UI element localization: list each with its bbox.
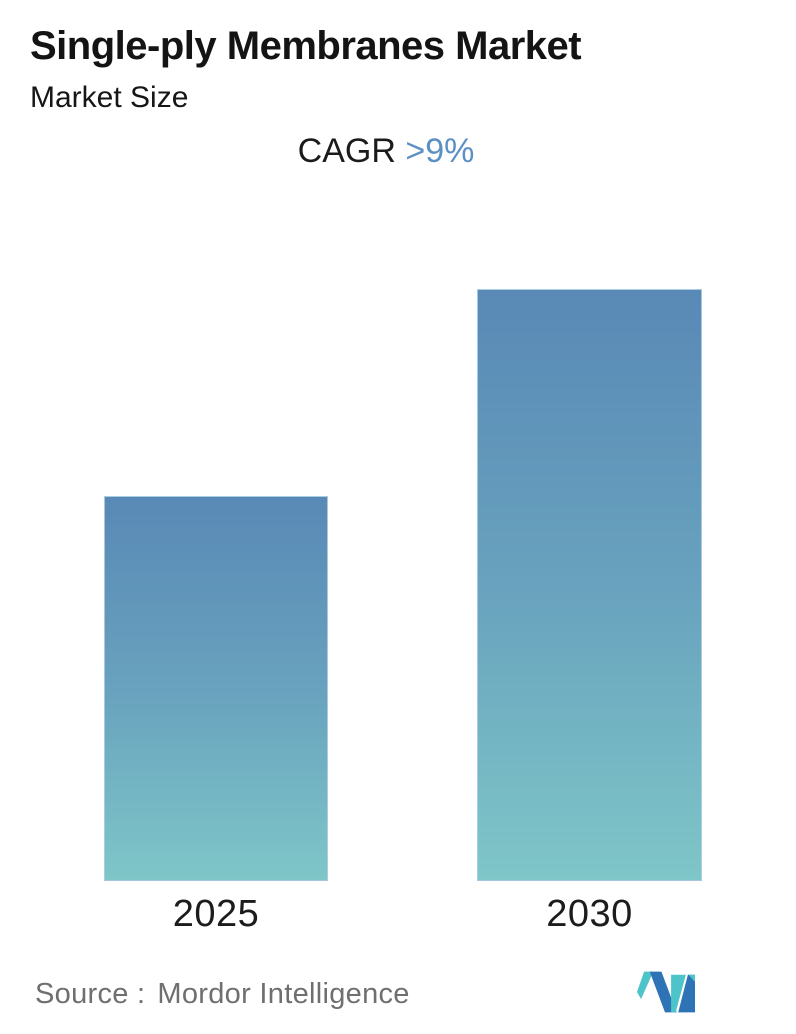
- chart-subtitle: Market Size: [30, 81, 189, 114]
- source-attribution: Source : Mordor Intelligence: [35, 976, 410, 1012]
- page-title: Single-ply Membranes Market: [30, 24, 582, 68]
- cagr-label: CAGR: [297, 132, 396, 170]
- x-axis-label-2025: 2025: [172, 893, 260, 935]
- cagr-value: >9%: [405, 132, 475, 170]
- cagr-annotation: CAGR >9%: [298, 131, 475, 171]
- source-label: Source :: [35, 978, 146, 1010]
- x-axis-label-2030: 2030: [546, 893, 633, 935]
- source-value: Mordor Intelligence: [157, 978, 410, 1010]
- bar-2025[interactable]: [104, 496, 328, 881]
- mordor-intelligence-logo: [637, 971, 695, 1013]
- bar-2030[interactable]: [477, 289, 702, 881]
